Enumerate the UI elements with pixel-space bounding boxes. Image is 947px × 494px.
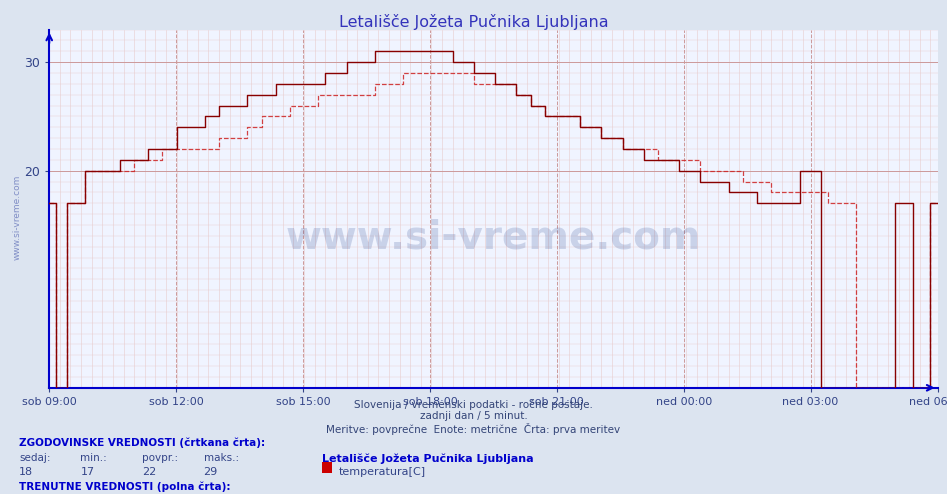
Text: temperatura[C]: temperatura[C] xyxy=(339,467,426,477)
Text: 18: 18 xyxy=(19,467,33,477)
Text: 17: 17 xyxy=(80,467,95,477)
Text: www.si-vreme.com: www.si-vreme.com xyxy=(12,175,22,260)
Text: 29: 29 xyxy=(204,467,218,477)
Text: Slovenija / vremenski podatki - ročne postaje.: Slovenija / vremenski podatki - ročne po… xyxy=(354,399,593,410)
Text: Meritve: povprečne  Enote: metrične  Črta: prva meritev: Meritve: povprečne Enote: metrične Črta:… xyxy=(327,423,620,435)
Text: sedaj:: sedaj: xyxy=(19,453,50,463)
Text: povpr.:: povpr.: xyxy=(142,453,178,463)
Text: ZGODOVINSKE VREDNOSTI (črtkana črta):: ZGODOVINSKE VREDNOSTI (črtkana črta): xyxy=(19,437,265,448)
Text: maks.:: maks.: xyxy=(204,453,239,463)
Text: TRENUTNE VREDNOSTI (polna črta):: TRENUTNE VREDNOSTI (polna črta): xyxy=(19,482,230,492)
Text: 22: 22 xyxy=(142,467,156,477)
Text: zadnji dan / 5 minut.: zadnji dan / 5 minut. xyxy=(420,411,527,421)
Text: Letališče Jožeta Pučnika Ljubljana: Letališče Jožeta Pučnika Ljubljana xyxy=(339,14,608,30)
Text: Letališče Jožeta Pučnika Ljubljana: Letališče Jožeta Pučnika Ljubljana xyxy=(322,453,533,464)
Text: min.:: min.: xyxy=(80,453,107,463)
Text: www.si-vreme.com: www.si-vreme.com xyxy=(286,218,701,256)
